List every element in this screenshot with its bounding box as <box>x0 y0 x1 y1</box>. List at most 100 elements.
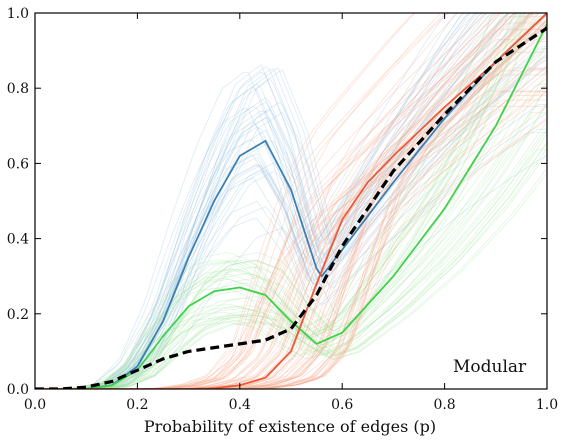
faint-trajectory <box>35 13 547 389</box>
faint-trajectory <box>35 13 547 389</box>
plot-frame <box>34 12 548 390</box>
faint-trajectory <box>35 13 547 389</box>
faint-trajectory <box>35 18 547 389</box>
faint-trajectory <box>35 13 547 389</box>
faint-trajectory <box>35 172 547 389</box>
faint-trajectory <box>35 129 547 389</box>
faint-trajectory <box>35 13 547 389</box>
faint-trajectory <box>35 13 547 389</box>
faint-trajectory <box>35 39 547 389</box>
faint-trajectory <box>35 24 547 389</box>
faint-trajectory <box>35 60 547 389</box>
faint-trajectory <box>35 15 547 389</box>
faint-trajectory <box>35 77 547 389</box>
faint-trajectory <box>35 13 547 389</box>
faint-trajectory <box>35 26 547 389</box>
faint-trajectory <box>35 22 547 389</box>
faint-trajectory <box>35 37 547 389</box>
faint-trajectory <box>35 13 547 389</box>
faint-trajectory <box>35 26 547 389</box>
faint-trajectory <box>35 13 547 389</box>
faint-trajectory <box>35 132 547 389</box>
faint-trajectory <box>35 64 547 389</box>
faint-trajectories <box>35 13 547 389</box>
faint-trajectory <box>35 74 547 389</box>
faint-trajectory <box>35 99 547 389</box>
faint-trajectory <box>35 22 547 389</box>
faint-trajectory <box>35 13 547 389</box>
faint-trajectory <box>35 28 547 389</box>
faint-trajectory <box>35 70 547 389</box>
faint-trajectory <box>35 86 547 389</box>
x-tick-label: 0.6 <box>331 397 353 413</box>
faint-trajectory <box>35 90 547 389</box>
series-lines <box>35 13 547 389</box>
faint-trajectory <box>35 13 547 389</box>
y-tick-label: 0.6 <box>7 156 29 172</box>
faint-trajectory <box>35 13 547 389</box>
x-tick-label: 0.4 <box>229 397 251 413</box>
faint-trajectory <box>35 13 547 389</box>
faint-trajectory <box>35 13 547 389</box>
faint-trajectory <box>35 13 547 389</box>
faint-trajectory <box>35 13 547 389</box>
faint-trajectory <box>35 13 547 389</box>
faint-trajectory <box>35 105 547 389</box>
faint-trajectory <box>35 31 547 389</box>
faint-trajectory <box>35 13 547 389</box>
faint-trajectory <box>35 13 547 389</box>
faint-trajectory <box>35 13 547 389</box>
faint-trajectory <box>35 13 547 389</box>
faint-trajectory <box>35 13 547 389</box>
faint-trajectory <box>35 46 547 389</box>
y-tick-label: 0.0 <box>7 382 29 398</box>
faint-trajectory <box>35 13 547 389</box>
faint-trajectory <box>35 54 547 389</box>
faint-trajectory <box>35 48 547 389</box>
faint-trajectory <box>35 13 547 389</box>
x-tick-label: 1.0 <box>536 397 558 413</box>
faint-trajectory <box>35 19 547 389</box>
faint-trajectory <box>35 13 547 389</box>
faint-trajectory <box>35 13 547 389</box>
faint-trajectory <box>35 13 547 389</box>
faint-trajectory <box>35 70 547 389</box>
faint-trajectory <box>35 13 547 389</box>
faint-trajectory <box>35 13 547 389</box>
faint-trajectory <box>35 14 547 389</box>
faint-trajectory <box>35 13 547 389</box>
faint-trajectory <box>35 103 547 389</box>
faint-trajectory <box>35 83 547 389</box>
y-tick-label: 0.4 <box>7 232 29 248</box>
faint-trajectory <box>35 13 547 389</box>
faint-trajectory <box>35 13 547 389</box>
faint-trajectory <box>35 91 547 389</box>
faint-trajectory <box>35 95 547 389</box>
faint-trajectory <box>35 13 547 389</box>
faint-trajectory <box>35 13 547 389</box>
series-line-dashed <box>35 26 547 389</box>
faint-trajectory <box>35 13 547 389</box>
faint-trajectory <box>35 153 547 389</box>
faint-trajectory <box>35 42 547 389</box>
y-tick-label: 0.2 <box>7 307 29 323</box>
x-tick-label: 0.2 <box>126 397 148 413</box>
faint-trajectory <box>35 34 547 389</box>
faint-trajectory <box>35 13 547 389</box>
faint-trajectory <box>35 47 547 389</box>
faint-trajectory <box>35 167 547 389</box>
x-tick-label: 0.0 <box>24 397 46 413</box>
faint-trajectory <box>35 13 547 389</box>
faint-trajectory <box>35 67 547 389</box>
faint-trajectory <box>35 28 547 389</box>
faint-trajectory <box>35 13 547 389</box>
faint-trajectory <box>35 70 547 389</box>
faint-trajectory <box>35 13 547 389</box>
faint-trajectory <box>35 154 547 389</box>
faint-trajectory <box>35 13 547 389</box>
faint-trajectory <box>35 13 547 389</box>
faint-trajectory <box>35 13 547 389</box>
faint-trajectory <box>35 13 547 389</box>
faint-trajectory <box>35 18 547 389</box>
